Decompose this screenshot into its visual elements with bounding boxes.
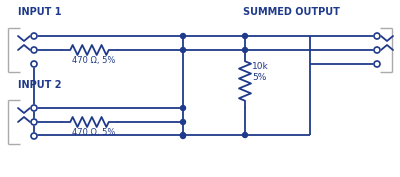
Circle shape	[180, 133, 186, 138]
Circle shape	[31, 105, 37, 111]
Circle shape	[180, 47, 186, 53]
Circle shape	[31, 61, 37, 67]
Circle shape	[374, 33, 380, 39]
Circle shape	[31, 47, 37, 53]
Text: INPUT 2: INPUT 2	[18, 80, 62, 90]
Circle shape	[31, 119, 37, 125]
Circle shape	[180, 33, 186, 39]
Circle shape	[31, 33, 37, 39]
Text: 470 Ω, 5%: 470 Ω, 5%	[72, 56, 115, 65]
Circle shape	[180, 133, 186, 138]
Text: 10k
5%: 10k 5%	[252, 62, 269, 82]
Circle shape	[374, 61, 380, 67]
Text: 470 Ω, 5%: 470 Ω, 5%	[72, 128, 115, 137]
Circle shape	[374, 47, 380, 53]
Circle shape	[180, 119, 186, 124]
Text: INPUT 1: INPUT 1	[18, 7, 62, 17]
Circle shape	[242, 133, 248, 138]
Circle shape	[242, 33, 248, 39]
Text: SUMMED OUTPUT: SUMMED OUTPUT	[243, 7, 340, 17]
Circle shape	[242, 47, 248, 53]
Circle shape	[31, 133, 37, 139]
Circle shape	[180, 105, 186, 110]
